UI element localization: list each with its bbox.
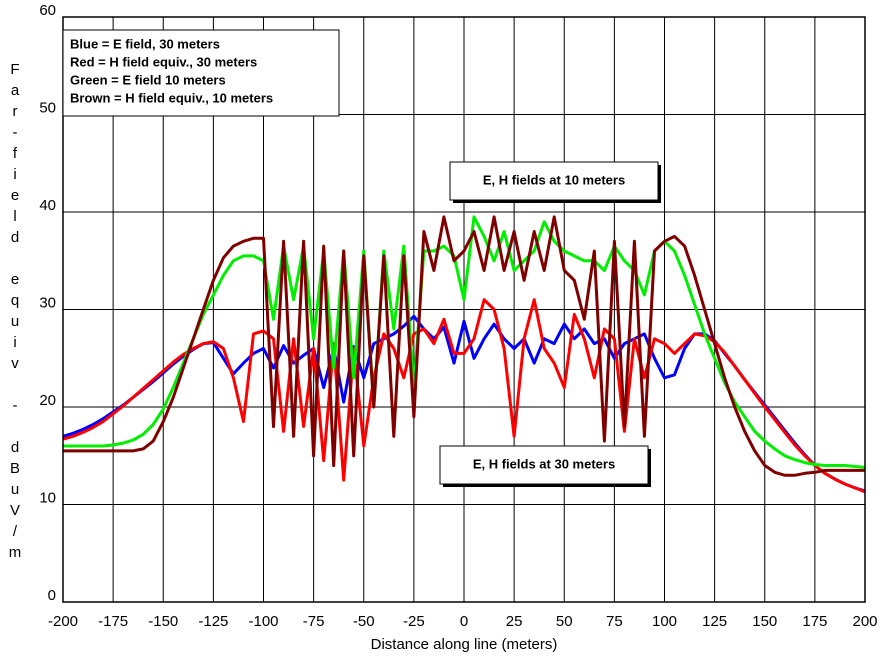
annotation: E, H fields at 30 meters (473, 456, 615, 471)
x-tick-label: 100 (652, 613, 677, 630)
plot-frame (62, 16, 866, 603)
legend-box (62, 29, 340, 117)
y-tick-label: 40 (39, 197, 56, 214)
y-tick-label: 20 (39, 392, 56, 409)
legend-entry: Green = E field 10 meters (70, 72, 226, 87)
legend-entry: Red = H field equiv., 30 meters (70, 54, 257, 69)
x-tick-label: 175 (802, 613, 827, 630)
x-tick-label: 200 (852, 613, 877, 630)
x-tick-label: -150 (148, 613, 178, 630)
annotation-box (439, 445, 649, 485)
x-tick-label: 0 (460, 613, 468, 630)
y-tick-label: 60 (39, 2, 56, 19)
x-tick-label: 50 (556, 613, 573, 630)
x-axis-label: Distance along line (meters) (371, 636, 558, 653)
x-tick-label: 125 (702, 613, 727, 630)
x-tick-label: -50 (353, 613, 375, 630)
plot-lines (62, 215, 866, 494)
series-line (63, 215, 865, 477)
legend-entry: Blue = E field, 30 meters (70, 36, 220, 51)
x-tick-label: 75 (606, 613, 623, 630)
x-tick-label: 25 (506, 613, 523, 630)
y-tick-label: 0 (48, 587, 56, 604)
y-tick-label: 50 (39, 99, 56, 116)
x-tick-label: -125 (198, 613, 228, 630)
x-tick-label: -75 (303, 613, 325, 630)
x-tick-label: -175 (98, 613, 128, 630)
y-tick-label: 10 (39, 489, 56, 506)
overlay: Blue = E field, 30 meters Red = H field e… (62, 29, 661, 487)
x-tick-label: -100 (248, 613, 278, 630)
legend-entry: Brown = H field equiv., 10 meters (70, 90, 273, 105)
annotation-box (449, 161, 659, 201)
y-tick-label: 30 (39, 294, 56, 311)
x-tick-label: 150 (752, 613, 777, 630)
x-tick-label: -25 (403, 613, 425, 630)
series-line (62, 298, 866, 494)
annotation: E, H fields at 10 meters (483, 172, 625, 187)
x-tick-label: -200 (48, 613, 78, 630)
